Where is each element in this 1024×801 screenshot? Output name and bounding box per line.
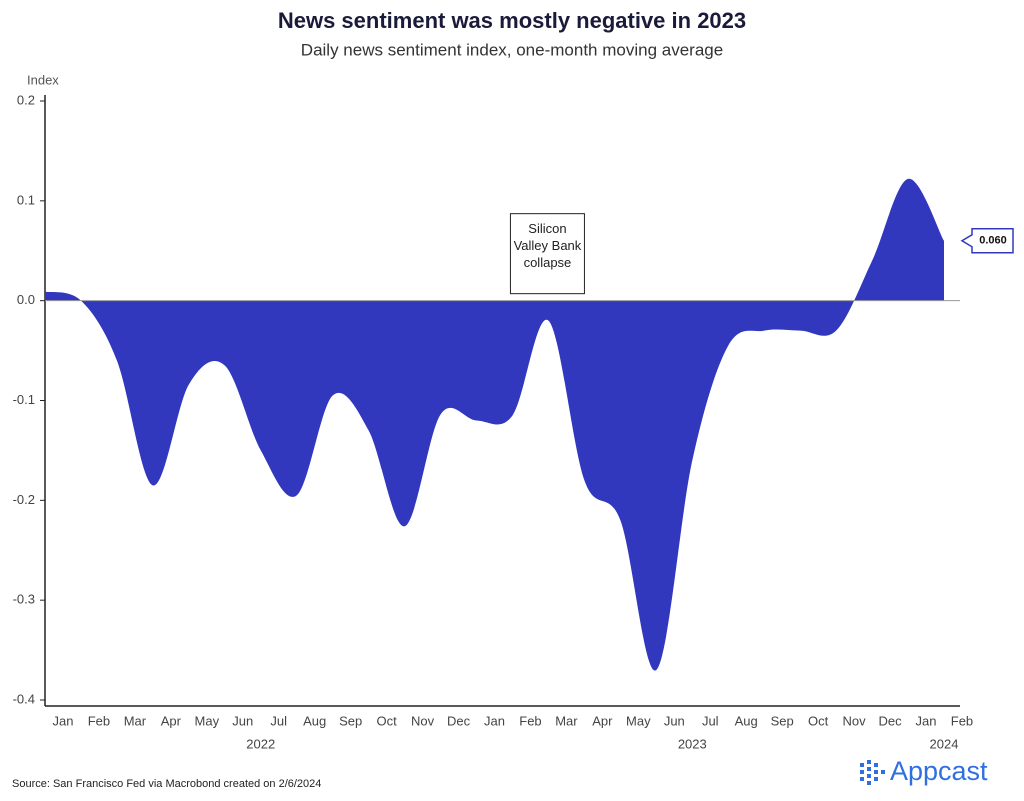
x-tick-label: Dec bbox=[878, 713, 902, 728]
chart-title: News sentiment was mostly negative in 20… bbox=[278, 8, 746, 33]
logo-icon bbox=[860, 760, 885, 785]
x-tick-label: May bbox=[626, 713, 651, 728]
source: Source: San Francisco Fed via Macrobond … bbox=[12, 778, 321, 790]
x-tick-label: Jul bbox=[270, 713, 287, 728]
y-tick-label: -0.3 bbox=[13, 592, 35, 607]
x-tick-label: Nov bbox=[411, 713, 435, 728]
x-tick-label: Jan bbox=[52, 713, 73, 728]
x-tick-label: Jun bbox=[232, 713, 253, 728]
x-tick-label: Feb bbox=[951, 713, 973, 728]
y-tick-label: -0.4 bbox=[13, 691, 35, 706]
end-label-box bbox=[960, 228, 1014, 254]
x-tick-label: Oct bbox=[808, 713, 829, 728]
x-tick-label: Oct bbox=[377, 713, 398, 728]
x-tick-label: Feb bbox=[88, 713, 110, 728]
x-tick-label: Apr bbox=[592, 713, 613, 728]
x-tick-label: Sep bbox=[339, 713, 362, 728]
x-tick-label: Mar bbox=[555, 713, 578, 728]
end-label: 0.060 bbox=[979, 235, 1007, 247]
y-tick-label: 0.2 bbox=[17, 92, 35, 107]
year-label: 2022 bbox=[246, 736, 275, 751]
x-tick-label: May bbox=[195, 713, 220, 728]
x-tick-label: Jun bbox=[664, 713, 685, 728]
annotation-text: Valley Bank bbox=[514, 238, 582, 253]
x-tick-label: Jan bbox=[916, 713, 937, 728]
y-tick-label: 0.0 bbox=[17, 292, 35, 307]
y-axis-label: Index bbox=[27, 72, 59, 87]
x-tick-label: Nov bbox=[843, 713, 867, 728]
x-tick-label: Apr bbox=[161, 713, 182, 728]
x-tick-label: Aug bbox=[303, 713, 326, 728]
x-tick-label: Aug bbox=[735, 713, 758, 728]
area bbox=[45, 178, 944, 671]
y-tick-label: 0.1 bbox=[17, 192, 35, 207]
x-tick-label: Jul bbox=[702, 713, 719, 728]
x-tick-label: Mar bbox=[124, 713, 147, 728]
logo: Appcast bbox=[890, 756, 988, 786]
x-tick-label: Dec bbox=[447, 713, 471, 728]
x-tick-label: Jan bbox=[484, 713, 505, 728]
year-label: 2024 bbox=[930, 736, 959, 751]
y-tick-label: -0.2 bbox=[13, 492, 35, 507]
year-label: 2023 bbox=[678, 736, 707, 751]
annotation-text: Silicon bbox=[528, 221, 566, 236]
annotation-text: collapse bbox=[524, 255, 572, 270]
chart-subtitle: Daily news sentiment index, one-month mo… bbox=[301, 40, 723, 59]
x-tick-label: Sep bbox=[771, 713, 794, 728]
y-tick-label: -0.1 bbox=[13, 392, 35, 407]
x-tick-label: Feb bbox=[519, 713, 541, 728]
annotation-box bbox=[509, 213, 585, 295]
